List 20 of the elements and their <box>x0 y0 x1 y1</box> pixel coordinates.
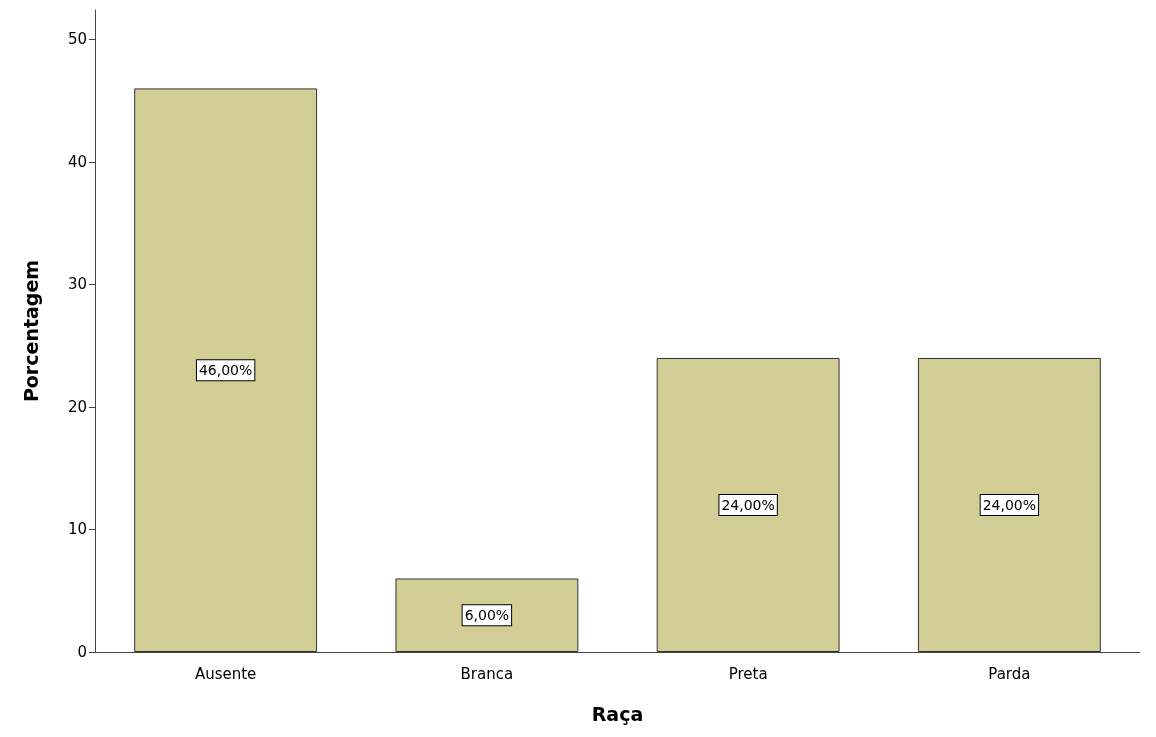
data-label: 24,00% <box>721 496 775 513</box>
y-tick-label: 10 <box>67 520 87 539</box>
data-label: 6,00% <box>464 607 510 624</box>
x-tick-label: Preta <box>728 664 768 683</box>
data-label: 46,00% <box>198 362 253 379</box>
y-tick-label: 30 <box>67 275 87 294</box>
y-tick-label: 20 <box>67 397 87 416</box>
y-tick-label: 50 <box>67 30 87 49</box>
bar <box>134 88 318 652</box>
y-axis-title: Porcentagem <box>19 259 42 403</box>
x-tick-label: Branca <box>460 664 514 683</box>
bar <box>656 357 840 652</box>
x-tick-label: Ausente <box>194 664 257 683</box>
y-tick-label: 40 <box>67 152 87 171</box>
y-tick-label: 0 <box>77 643 87 661</box>
x-axis-title: Raça <box>591 702 644 725</box>
bar <box>395 578 579 652</box>
bar <box>917 357 1101 652</box>
data-label: 24,00% <box>982 496 1037 513</box>
x-tick-label: Parda <box>988 664 1031 683</box>
